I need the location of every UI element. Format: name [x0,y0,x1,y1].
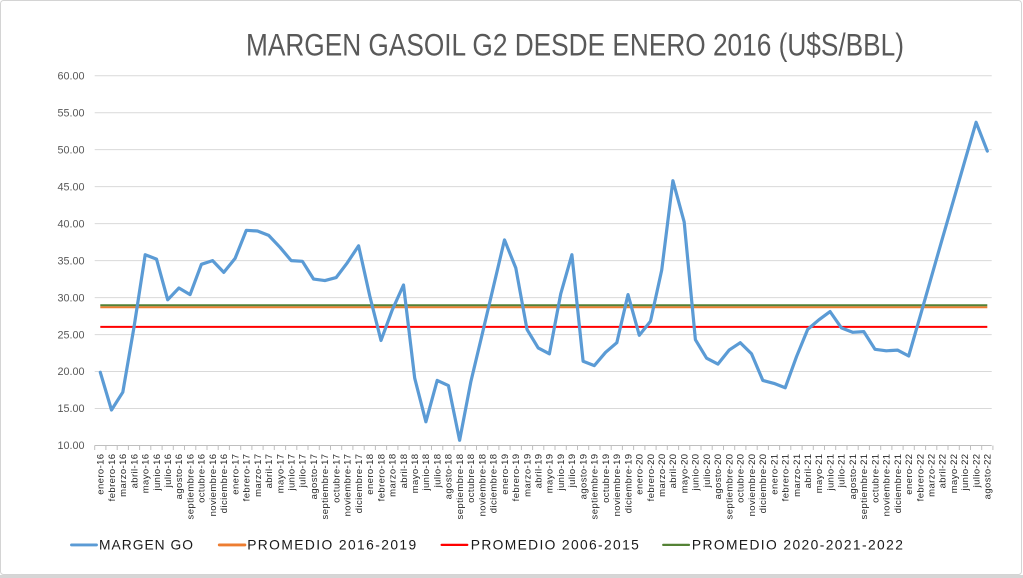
svg-text:30.00: 30.00 [57,292,84,304]
svg-text:mayo-16: mayo-16 [141,454,152,494]
svg-text:septiembre-20: septiembre-20 [724,454,735,520]
svg-text:diciembre-20: diciembre-20 [758,454,769,514]
svg-text:enero-22: enero-22 [904,454,915,495]
svg-text:noviembre-16: noviembre-16 [208,454,219,517]
svg-text:PROMEDIO 2020-2021-2022: PROMEDIO 2020-2021-2022 [692,537,903,552]
svg-text:julio-18: julio-18 [433,454,444,489]
svg-text:febrero-20: febrero-20 [646,454,657,502]
svg-text:enero-17: enero-17 [230,454,241,495]
svg-text:julio-21: julio-21 [837,454,848,489]
svg-text:agosto-16: agosto-16 [174,454,185,500]
svg-text:noviembre-18: noviembre-18 [477,454,488,517]
svg-text:junio-18: junio-18 [421,454,432,492]
svg-text:55.00: 55.00 [57,107,84,119]
svg-text:marzo-16: marzo-16 [118,454,129,497]
svg-text:agosto-18: agosto-18 [444,454,455,500]
svg-text:julio-16: julio-16 [163,454,174,489]
svg-text:agosto-22: agosto-22 [983,454,994,500]
svg-text:mayo-17: mayo-17 [275,454,286,494]
svg-text:marzo-17: marzo-17 [253,454,264,497]
svg-text:mayo-21: mayo-21 [814,454,825,494]
svg-text:noviembre-20: noviembre-20 [747,454,758,517]
svg-text:febrero-18: febrero-18 [376,454,387,502]
svg-text:octubre-19: octubre-19 [601,454,612,503]
svg-text:junio-20: junio-20 [691,454,702,492]
svg-text:junio-17: junio-17 [287,454,298,492]
svg-text:mayo-18: mayo-18 [410,454,421,494]
svg-text:agosto-19: agosto-19 [578,454,589,500]
svg-text:abril-17: abril-17 [264,454,275,489]
svg-text:abril-22: abril-22 [938,454,949,489]
svg-text:60.00: 60.00 [57,70,84,82]
svg-text:20.00: 20.00 [57,366,84,378]
svg-text:35.00: 35.00 [57,255,84,267]
svg-text:10.00: 10.00 [57,440,84,452]
svg-text:enero-19: enero-19 [500,454,511,495]
svg-text:junio-16: junio-16 [152,454,163,492]
svg-text:agosto-17: agosto-17 [309,454,320,500]
svg-text:agosto-21: agosto-21 [848,454,859,500]
svg-text:50.00: 50.00 [57,144,84,156]
svg-text:junio-19: junio-19 [556,454,567,492]
svg-text:julio-17: julio-17 [298,454,309,489]
svg-text:octubre-20: octubre-20 [736,454,747,503]
svg-text:abril-18: abril-18 [399,454,410,489]
svg-text:febrero-19: febrero-19 [511,454,522,502]
svg-text:junio-21: junio-21 [825,454,836,492]
svg-text:enero-16: enero-16 [96,454,107,495]
svg-text:15.00: 15.00 [57,403,84,415]
svg-text:julio-20: julio-20 [702,454,713,489]
svg-text:40.00: 40.00 [57,218,84,230]
svg-text:junio-22: junio-22 [960,454,971,492]
svg-text:febrero-16: febrero-16 [107,454,118,502]
svg-text:MARGEN GO: MARGEN GO [99,537,193,552]
svg-text:marzo-22: marzo-22 [927,454,938,497]
svg-text:marzo-18: marzo-18 [388,454,399,497]
svg-text:abril-21: abril-21 [803,454,814,489]
svg-text:febrero-21: febrero-21 [781,454,792,502]
svg-text:diciembre-16: diciembre-16 [219,454,230,514]
svg-text:enero-20: enero-20 [635,454,646,495]
svg-text:febrero-22: febrero-22 [915,454,926,502]
svg-text:septiembre-19: septiembre-19 [590,454,601,520]
svg-text:septiembre-21: septiembre-21 [859,454,870,520]
svg-text:marzo-20: marzo-20 [657,454,668,497]
svg-text:noviembre-21: noviembre-21 [882,454,893,517]
svg-text:septiembre-16: septiembre-16 [185,454,196,520]
svg-text:septiembre-17: septiembre-17 [320,454,331,520]
svg-text:mayo-19: mayo-19 [545,454,556,494]
svg-text:abril-20: abril-20 [668,454,679,489]
svg-text:octubre-17: octubre-17 [331,454,342,503]
svg-text:noviembre-19: noviembre-19 [612,454,623,517]
svg-text:noviembre-17: noviembre-17 [343,454,354,517]
svg-text:marzo-19: marzo-19 [522,454,533,497]
svg-text:25.00: 25.00 [57,329,84,341]
svg-text:septiembre-18: septiembre-18 [455,454,466,520]
svg-text:marzo-21: marzo-21 [792,454,803,497]
svg-text:mayo-20: mayo-20 [680,454,691,494]
svg-text:MARGEN GASOIL G2 DESDE ENERO 2: MARGEN GASOIL G2 DESDE ENERO 2016 (U$S/B… [246,28,904,63]
svg-text:julio-22: julio-22 [971,454,982,489]
svg-text:octubre-21: octubre-21 [870,454,881,503]
svg-text:octubre-16: octubre-16 [197,454,208,503]
svg-text:PROMEDIO 2006-2015: PROMEDIO 2006-2015 [471,537,639,552]
svg-text:diciembre-18: diciembre-18 [489,454,500,514]
svg-text:45.00: 45.00 [57,181,84,193]
svg-text:enero-18: enero-18 [365,454,376,495]
svg-text:octubre-18: octubre-18 [466,454,477,503]
svg-text:julio-19: julio-19 [567,454,578,489]
svg-text:abril-16: abril-16 [129,454,140,489]
svg-text:febrero-17: febrero-17 [242,454,253,502]
svg-text:enero-21: enero-21 [769,454,780,495]
svg-text:mayo-22: mayo-22 [949,454,960,494]
svg-text:diciembre-17: diciembre-17 [354,454,365,514]
svg-text:PROMEDIO 2016-2019: PROMEDIO 2016-2019 [247,537,416,552]
svg-text:agosto-20: agosto-20 [713,454,724,500]
svg-text:diciembre-19: diciembre-19 [623,454,634,514]
svg-text:diciembre-21: diciembre-21 [893,454,904,514]
svg-text:abril-19: abril-19 [534,454,545,489]
